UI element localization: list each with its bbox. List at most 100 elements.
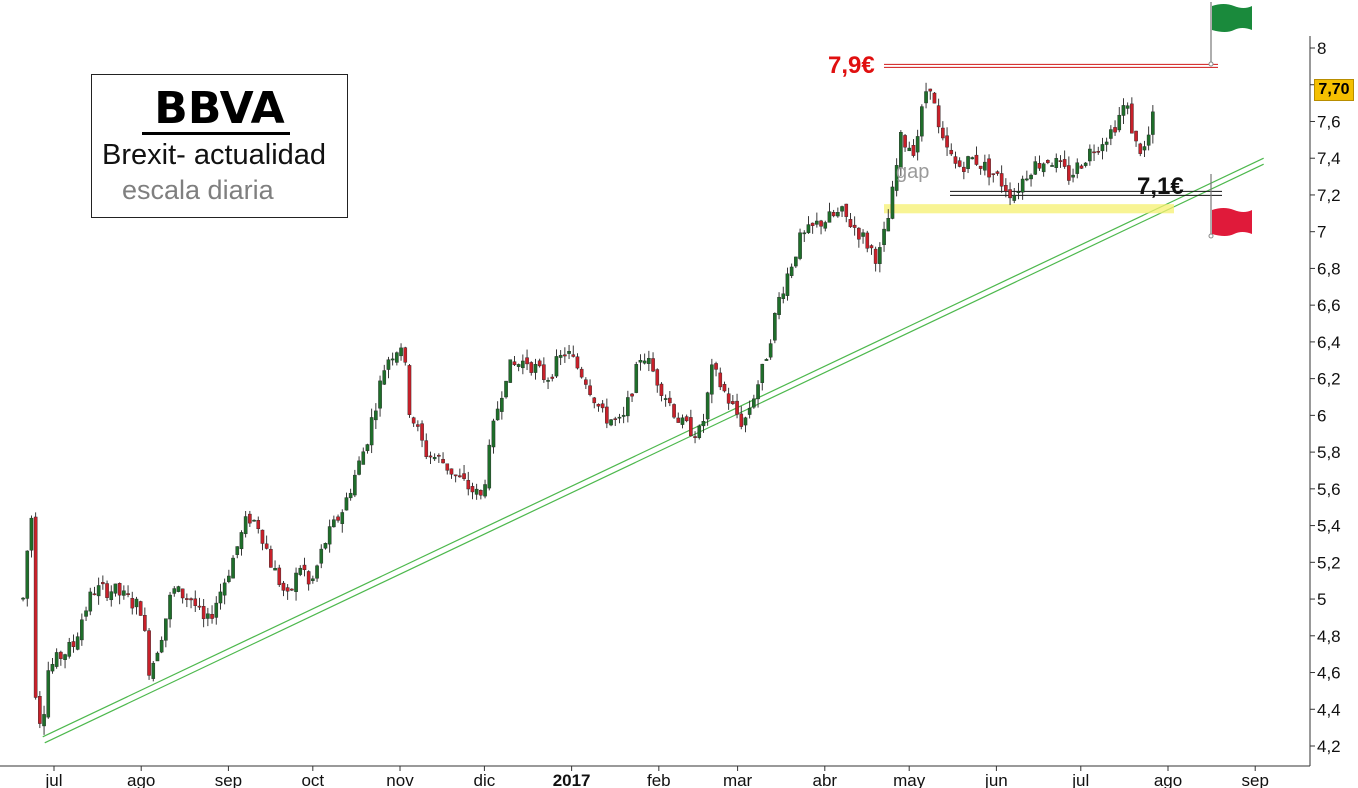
candle — [668, 391, 672, 407]
candle-body — [886, 218, 891, 232]
candle-body — [336, 516, 340, 521]
candle — [659, 382, 664, 402]
candle-body — [453, 474, 458, 477]
candle-body — [1134, 130, 1138, 142]
candle-body — [789, 266, 794, 276]
candle — [185, 593, 189, 608]
candle-body — [1142, 146, 1147, 151]
candle-body — [684, 416, 689, 422]
candle-body — [29, 517, 34, 551]
candle — [999, 165, 1004, 193]
candle — [445, 463, 450, 475]
candle — [395, 351, 399, 366]
candle — [521, 354, 525, 375]
candle — [63, 653, 67, 669]
candle-body — [861, 232, 865, 237]
y-tick-label: 4,8 — [1317, 627, 1341, 646]
candle-body — [420, 423, 424, 441]
candle — [584, 377, 588, 389]
candle — [886, 209, 891, 232]
candle — [155, 651, 160, 662]
candle — [613, 416, 618, 426]
candle-body — [953, 156, 958, 164]
candle-body — [101, 582, 105, 585]
candle-body — [1008, 189, 1012, 199]
candle-body — [693, 436, 697, 438]
candle-body — [218, 591, 223, 604]
candle-body — [957, 160, 962, 167]
candle — [882, 221, 886, 252]
candle-body — [315, 565, 319, 579]
candle — [1134, 130, 1138, 147]
candle-body — [483, 484, 487, 497]
candle-body — [449, 468, 454, 475]
candle — [227, 569, 231, 584]
candle-body — [857, 227, 861, 240]
candle — [966, 155, 970, 174]
candle-body — [920, 106, 924, 137]
candle-body — [88, 591, 93, 612]
y-tick-label: 5,2 — [1317, 553, 1341, 572]
candle — [844, 203, 849, 223]
candle — [1012, 187, 1017, 204]
candle-body — [592, 397, 597, 404]
candle — [273, 560, 277, 571]
candle-body — [63, 654, 67, 660]
candle — [701, 413, 706, 433]
candle — [290, 588, 294, 592]
candle-body — [819, 220, 823, 227]
candle — [374, 403, 378, 430]
candle — [974, 146, 979, 166]
candle — [672, 403, 676, 419]
candle-body — [54, 652, 59, 667]
candle — [210, 605, 214, 624]
candle-body — [899, 132, 903, 168]
candle-body — [1138, 143, 1143, 154]
candle-body — [1020, 178, 1025, 193]
candle-body — [907, 147, 912, 152]
candle-body — [1058, 160, 1063, 162]
candle-body — [680, 417, 685, 425]
candle — [550, 374, 555, 382]
candle — [386, 356, 391, 379]
candle — [260, 529, 265, 551]
candle-body — [546, 380, 550, 382]
candle-body — [945, 135, 949, 148]
candle-body — [46, 670, 51, 718]
candle-body — [395, 352, 399, 363]
candle — [1025, 170, 1029, 182]
candle-body — [1062, 159, 1067, 167]
candle-body — [264, 543, 269, 549]
candle — [592, 396, 597, 409]
candle — [626, 390, 630, 423]
candle — [689, 409, 693, 437]
candle — [306, 570, 311, 591]
candle — [319, 544, 324, 569]
candle — [264, 535, 269, 550]
candle — [277, 564, 282, 587]
candle-body — [869, 245, 874, 249]
candle — [718, 367, 723, 391]
candle-body — [332, 519, 336, 528]
candle — [605, 398, 609, 429]
candle — [1096, 146, 1101, 155]
candle-body — [306, 571, 311, 585]
candle — [542, 357, 546, 383]
candle-body — [143, 615, 147, 631]
candle — [491, 418, 496, 454]
candle — [962, 161, 966, 180]
candle-body — [428, 455, 433, 458]
candle-body — [752, 398, 756, 408]
candle-body — [105, 583, 109, 598]
candle-body — [1092, 151, 1096, 154]
candle — [323, 542, 328, 550]
candle-body — [1151, 111, 1155, 135]
candle-body — [1146, 134, 1151, 146]
candle-body — [878, 247, 882, 264]
x-tick-label: feb — [647, 771, 671, 788]
candle-body — [802, 232, 807, 235]
candle — [726, 387, 731, 410]
page-title: BBVA — [154, 83, 285, 134]
candle-body — [491, 420, 496, 448]
candle-body — [1083, 162, 1088, 166]
